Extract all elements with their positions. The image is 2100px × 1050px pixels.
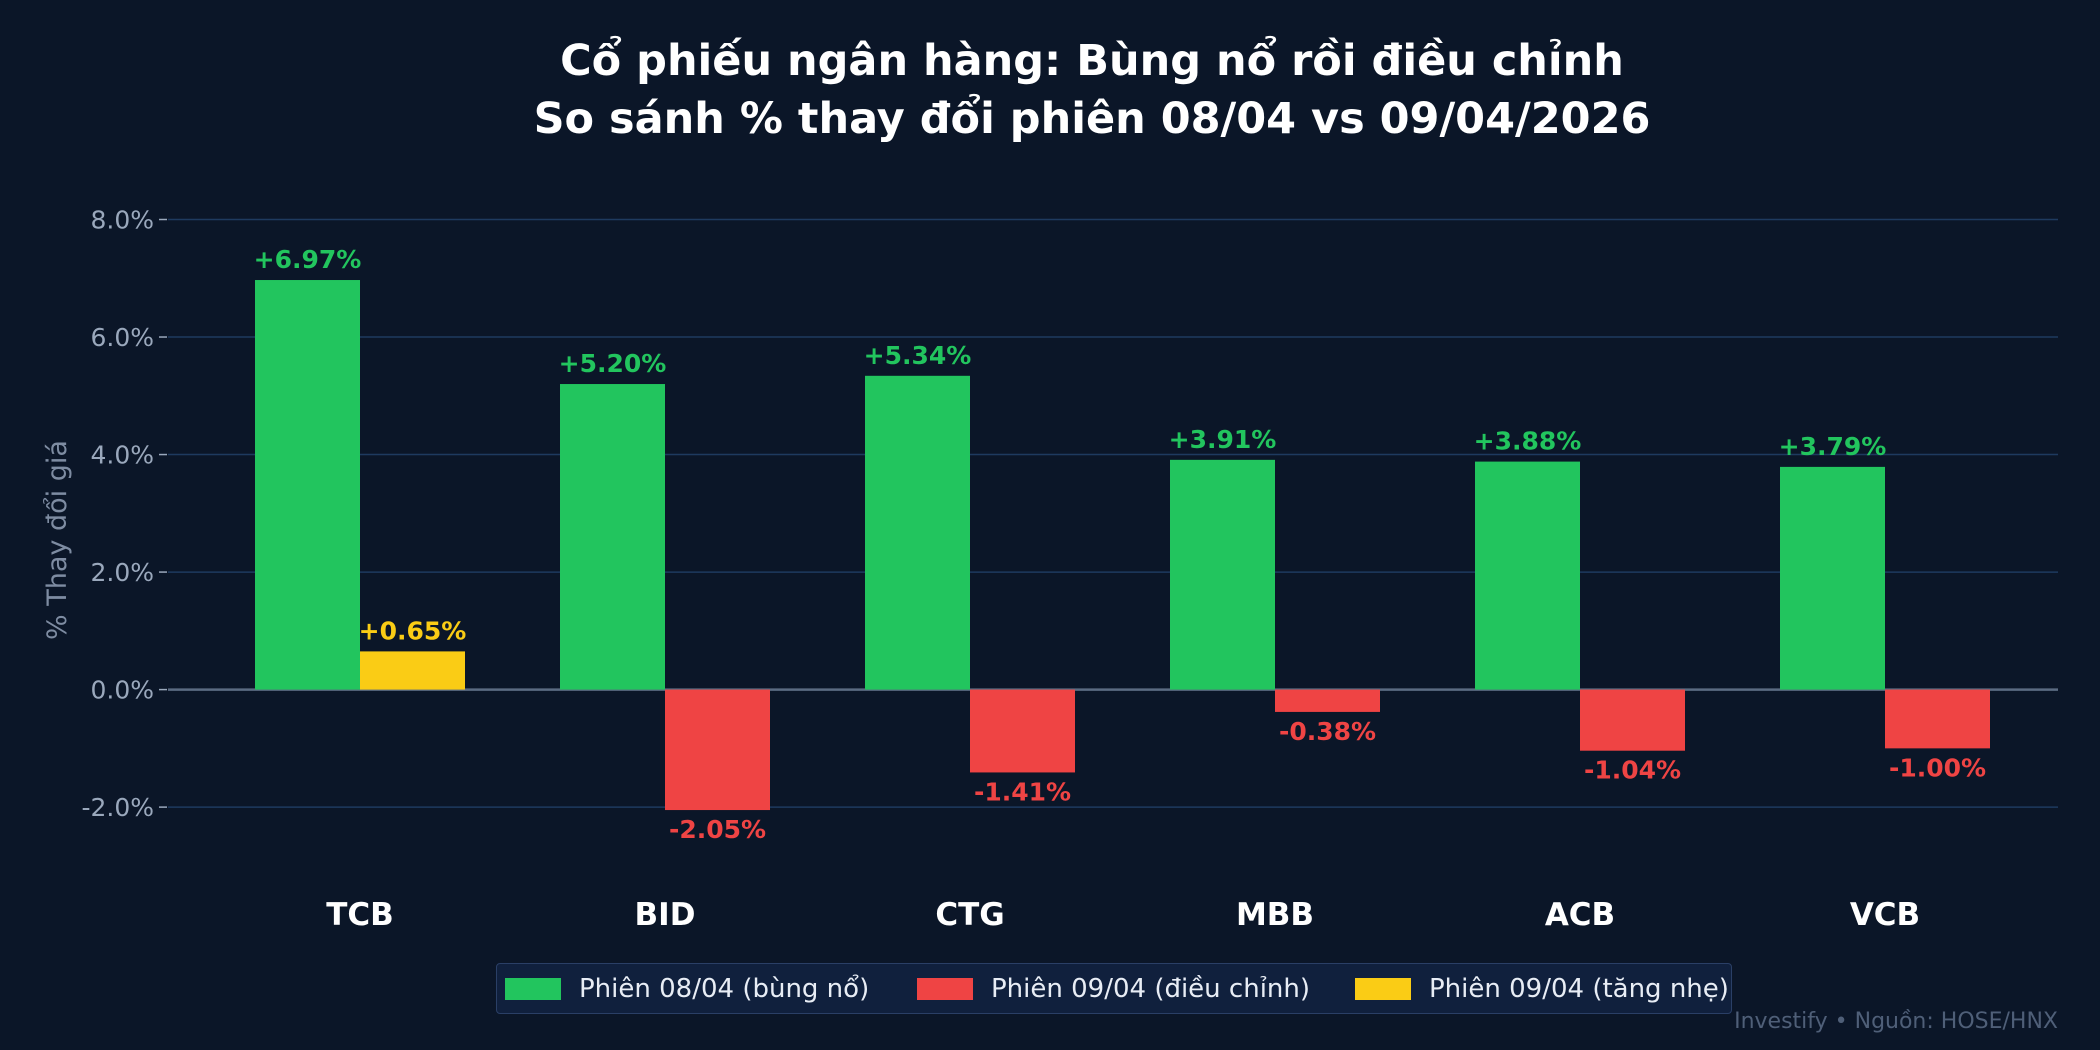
category-label-mbb: MBB (1236, 897, 1314, 933)
legend: Phiên 08/04 (bùng nổ) Phiên 09/04 (điều … (496, 963, 1732, 1014)
bar-acb-series-2 (1580, 689, 1685, 751)
data-label-mbb-series-1: +3.91% (1169, 425, 1277, 454)
y-tick-label: 6.0% (90, 323, 154, 352)
data-label-acb-series-1: +3.88% (1474, 427, 1582, 456)
y-tick-label: 8.0% (90, 206, 154, 235)
y-tick-label: 0.0% (90, 676, 154, 705)
data-label-vcb-series-1: +3.79% (1779, 432, 1887, 461)
data-label-ctg-series-2: -1.41% (974, 777, 1071, 806)
category-label-tcb: TCB (326, 897, 394, 933)
bar-mbb-series-1 (1170, 459, 1275, 690)
y-tick-label: 4.0% (90, 441, 154, 470)
legend-swatch-up (505, 978, 561, 1000)
data-label-bid-series-2: -2.05% (669, 815, 766, 844)
bar-acb-series-1 (1475, 461, 1580, 690)
data-label-vcb-series-2: -1.00% (1889, 753, 1986, 782)
data-label-tcb-series-1: +6.97% (254, 245, 362, 274)
bar-vcb-series-1 (1780, 466, 1885, 690)
chart-title: Cổ phiếu ngân hàng: Bùng nổ rồi điều chỉ… (0, 32, 2100, 148)
legend-swatch-down (917, 978, 973, 1000)
legend-swatch-slight-up (1355, 978, 1411, 1000)
legend-label-slight-up: Phiên 09/04 (tăng nhẹ) (1429, 974, 1729, 1004)
category-label-acb: ACB (1545, 897, 1615, 933)
category-label-ctg: CTG (935, 897, 1004, 933)
x-axis-categories: TCB BID CTG MBB ACB VCB (326, 897, 1920, 933)
chart-title-line: Cổ phiếu ngân hàng: Bùng nổ rồi điều chỉ… (560, 36, 1624, 86)
data-label-bid-series-1: +5.20% (559, 349, 667, 378)
data-label-ctg-series-1: +5.34% (864, 341, 972, 370)
bar-bid-series-1 (560, 384, 665, 690)
bar-mbb-series-2 (1275, 689, 1380, 712)
data-label-mbb-series-2: -0.38% (1279, 717, 1376, 746)
y-axis-title: % Thay đổi giá (42, 440, 73, 640)
y-axis-ticks: -2.0% 0.0% 2.0% 4.0% 6.0% 8.0% (81, 206, 167, 822)
bar-ctg-series-2 (970, 689, 1075, 773)
data-label-tcb-series-2: +0.65% (359, 616, 467, 645)
category-label-bid: BID (635, 897, 696, 933)
bars (255, 280, 1990, 811)
category-label-vcb: VCB (1850, 897, 1920, 933)
data-label-acb-series-2: -1.04% (1584, 756, 1681, 785)
gridlines (168, 218, 2058, 808)
bar-tcb-series-2 (360, 651, 465, 690)
data-labels: +6.97% +0.65% +5.20% -2.05% +5.34% -1.41% +3.9… (254, 245, 1986, 844)
bar-tcb-series-1 (255, 280, 360, 690)
bar-vcb-series-2 (1885, 689, 1990, 749)
y-tick-label: -2.0% (81, 793, 154, 822)
legend-label-down: Phiên 09/04 (điều chỉnh) (991, 974, 1311, 1004)
legend-label-up: Phiên 08/04 (bùng nổ) (579, 974, 870, 1004)
chart-subtitle-line: So sánh % thay đổi phiên 08/04 vs 09/04/… (533, 94, 1651, 144)
y-tick-label: 2.0% (90, 558, 154, 587)
bar-ctg-series-1 (865, 375, 970, 690)
bar-bid-series-2 (665, 689, 770, 811)
source-footer: Investify • Nguồn: HOSE/HNX (1734, 1009, 2058, 1034)
